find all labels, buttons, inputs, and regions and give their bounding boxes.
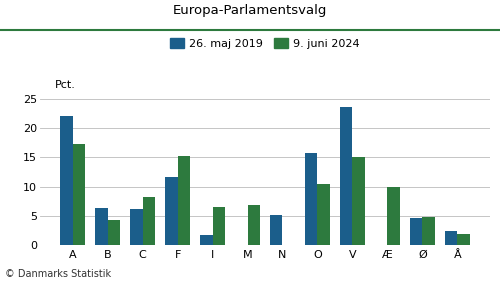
Text: © Danmarks Statistik: © Danmarks Statistik xyxy=(5,269,111,279)
Text: Pct.: Pct. xyxy=(55,80,76,90)
Bar xyxy=(142,197,155,245)
Bar xyxy=(130,209,142,245)
Bar xyxy=(318,184,330,245)
Legend: 26. maj 2019, 9. juni 2024: 26. maj 2019, 9. juni 2024 xyxy=(166,34,364,53)
Text: Europa-Parlamentsvalg: Europa-Parlamentsvalg xyxy=(173,4,327,17)
Bar xyxy=(340,107,352,245)
Bar xyxy=(270,215,282,245)
Bar xyxy=(72,144,85,245)
Bar xyxy=(352,157,364,245)
Bar xyxy=(178,156,190,245)
Bar xyxy=(410,218,422,245)
Bar xyxy=(388,187,400,245)
Bar xyxy=(445,231,458,245)
Bar xyxy=(200,235,212,245)
Bar xyxy=(458,234,469,245)
Bar xyxy=(248,205,260,245)
Bar xyxy=(108,219,120,245)
Bar xyxy=(96,208,108,245)
Bar xyxy=(422,217,434,245)
Bar xyxy=(166,177,177,245)
Bar xyxy=(212,207,225,245)
Bar xyxy=(305,153,318,245)
Bar xyxy=(60,116,72,245)
